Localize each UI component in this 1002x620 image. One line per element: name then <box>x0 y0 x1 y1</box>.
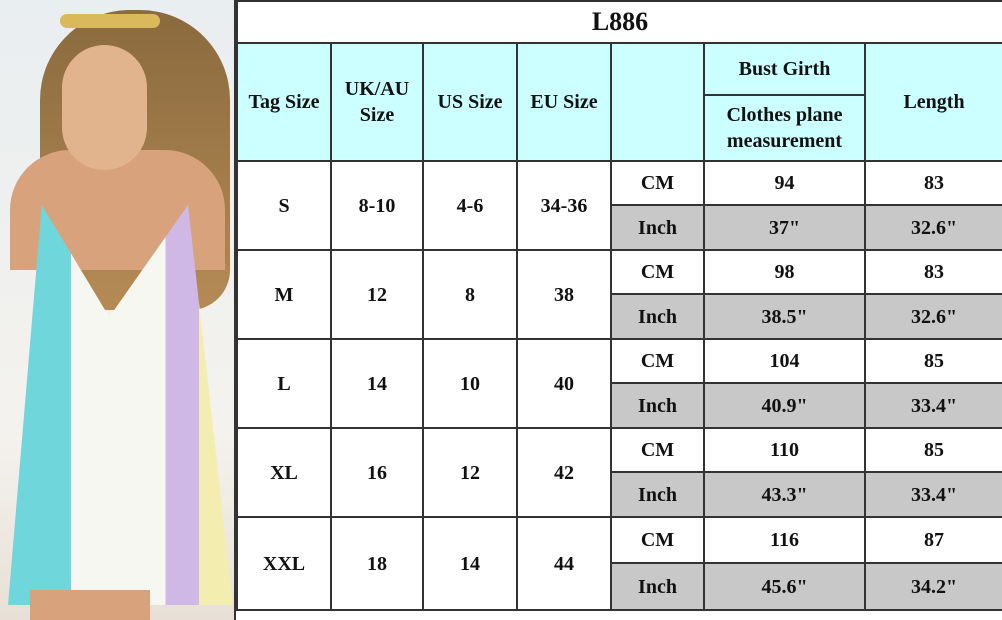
uk-au-cell: 16 <box>330 427 424 518</box>
length-cm-cell: 83 <box>863 249 1002 295</box>
photo-headband <box>60 14 160 28</box>
uk-au-cell: 12 <box>330 249 424 340</box>
photo-face <box>62 45 147 170</box>
uk-au-cell: 14 <box>330 338 424 429</box>
tag-size-cell: S <box>236 160 332 251</box>
uk-au-cell: 8-10 <box>330 160 424 251</box>
header-eu-size: EU Size <box>516 42 612 162</box>
tag-size-cell: L <box>236 338 332 429</box>
length-cm-cell: 85 <box>863 338 1002 384</box>
table-row-cm: XL 16 12 42 CM 110 85 <box>236 427 1002 518</box>
header-length: Length <box>863 42 1002 162</box>
length-cm-cell: 83 <box>863 160 1002 206</box>
length-inch-cell: 34.2" <box>863 562 1002 611</box>
uk-au-cell: 18 <box>330 516 424 611</box>
length-cm-cell: 87 <box>863 516 1002 564</box>
bust-inch-cell: 43.3" <box>703 471 866 518</box>
eu-cell: 38 <box>516 249 612 340</box>
unit-inch-cell: Inch <box>610 293 705 340</box>
unit-inch-cell: Inch <box>610 204 705 251</box>
unit-cm-cell: CM <box>610 249 705 295</box>
header-us-size: US Size <box>422 42 518 162</box>
table-row-cm: L 14 10 40 CM 104 85 <box>236 338 1002 429</box>
header-bust-sub: Clothes plane measurement <box>703 94 866 162</box>
unit-cm-cell: CM <box>610 338 705 384</box>
length-inch-cell: 33.4" <box>863 382 1002 429</box>
table-row-cm: XXL 18 14 44 CM 116 87 <box>236 516 1002 611</box>
chart-title: L886 <box>235 0 1002 44</box>
us-cell: 4-6 <box>422 160 518 251</box>
unit-cm-cell: CM <box>610 516 705 564</box>
us-cell: 8 <box>422 249 518 340</box>
header-tag-size: Tag Size <box>236 42 332 162</box>
unit-inch-cell: Inch <box>610 471 705 518</box>
bust-inch-cell: 38.5" <box>703 293 866 340</box>
unit-inch-cell: Inch <box>610 382 705 429</box>
bust-inch-cell: 37" <box>703 204 866 251</box>
unit-cm-cell: CM <box>610 160 705 206</box>
unit-cm-cell: CM <box>610 427 705 473</box>
bust-cm-cell: 98 <box>703 249 866 295</box>
unit-inch-cell: Inch <box>610 562 705 611</box>
tag-size-cell: XXL <box>236 516 332 611</box>
table-row-inch: Inch 43.3" 33.4" <box>237 471 1002 518</box>
table-row-inch: Inch 37" 32.6" <box>237 204 1002 251</box>
bust-cm-cell: 104 <box>703 338 866 384</box>
bust-cm-cell: 110 <box>703 427 866 473</box>
header-unit <box>610 42 705 162</box>
eu-cell: 40 <box>516 338 612 429</box>
us-cell: 14 <box>422 516 518 611</box>
table-row-cm: S 8-10 4-6 34-36 CM 94 83 <box>236 160 1002 251</box>
table-row-cm: M 12 8 38 CM 98 83 <box>236 249 1002 340</box>
bust-cm-cell: 116 <box>703 516 866 564</box>
photo-legs <box>30 590 150 620</box>
header-uk-au-size: UK/AU Size <box>330 42 424 162</box>
length-inch-cell: 32.6" <box>863 204 1002 251</box>
table-row-inch: Inch 40.9" 33.4" <box>237 382 1002 429</box>
length-cm-cell: 85 <box>863 427 1002 473</box>
bust-cm-cell: 94 <box>703 160 866 206</box>
us-cell: 10 <box>422 338 518 429</box>
eu-cell: 34-36 <box>516 160 612 251</box>
tag-size-cell: XL <box>236 427 332 518</box>
header-bust-girth: Bust Girth <box>703 42 866 96</box>
eu-cell: 44 <box>516 516 612 611</box>
length-inch-cell: 32.6" <box>863 293 1002 340</box>
size-chart-table: L886 Tag Size UK/AU Size US Size EU Size… <box>235 0 1002 611</box>
tag-size-cell: M <box>236 249 332 340</box>
table-row-inch: Inch 45.6" 34.2" <box>237 562 1002 611</box>
bust-inch-cell: 40.9" <box>703 382 866 429</box>
model-photo <box>0 0 236 620</box>
table-row-inch: Inch 38.5" 32.6" <box>237 293 1002 340</box>
length-inch-cell: 33.4" <box>863 471 1002 518</box>
eu-cell: 42 <box>516 427 612 518</box>
bust-inch-cell: 45.6" <box>703 562 866 611</box>
us-cell: 12 <box>422 427 518 518</box>
